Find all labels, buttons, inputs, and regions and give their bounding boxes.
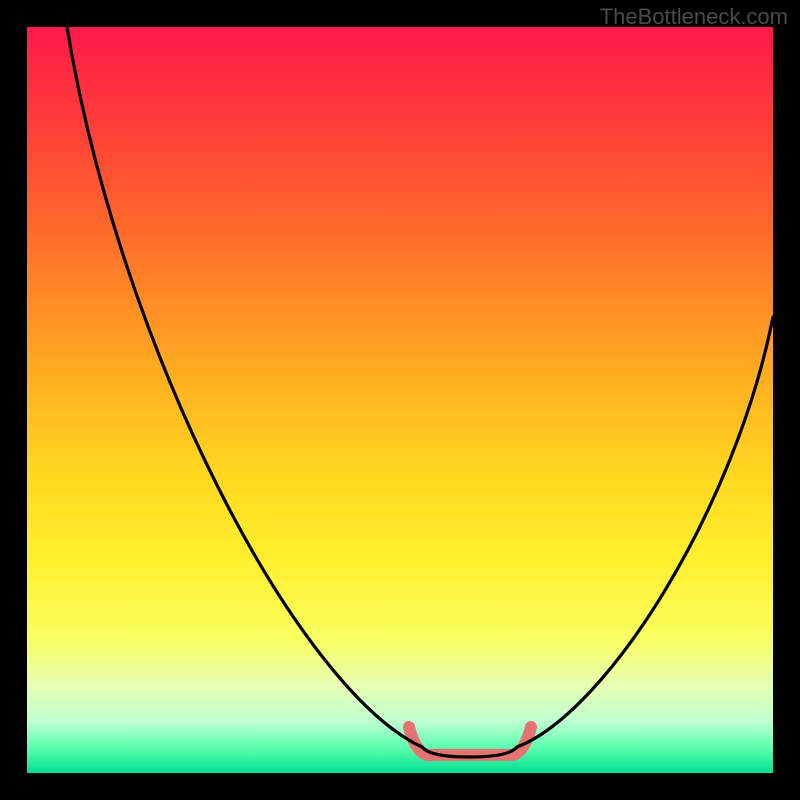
chart-container: TheBottleneck.com — [0, 0, 800, 800]
v-curve-line — [67, 27, 773, 757]
bottleneck-curve — [27, 27, 773, 773]
attribution-text: TheBottleneck.com — [600, 4, 788, 30]
plot-area — [27, 27, 773, 773]
